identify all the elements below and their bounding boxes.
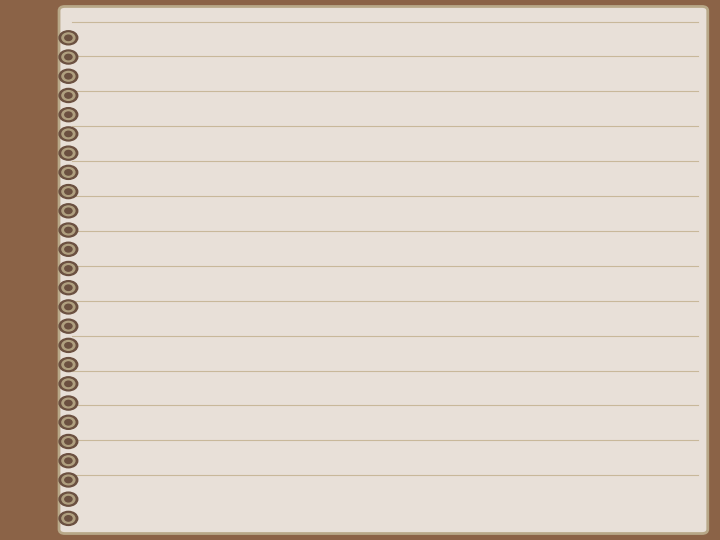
Text: Both: Both bbox=[600, 332, 652, 352]
Bar bbox=[443, 377, 559, 448]
Bar bbox=[559, 448, 695, 518]
Text: Total
Weight
(AMU): Total Weight (AMU) bbox=[472, 231, 530, 291]
Bar bbox=[443, 216, 559, 306]
Text: 8: 8 bbox=[378, 332, 392, 352]
Bar bbox=[212, 216, 328, 306]
Bar bbox=[328, 216, 443, 306]
Text: 120: 120 bbox=[480, 332, 522, 352]
Bar bbox=[559, 377, 695, 448]
Bar bbox=[328, 306, 443, 377]
Bar bbox=[83, 448, 212, 518]
Bar bbox=[559, 216, 695, 306]
Text: Compound,
Molecule, or
both: Compound, Molecule, or both bbox=[576, 231, 678, 291]
Text: (CO₃)₂: (CO₃)₂ bbox=[109, 329, 186, 354]
Text: 2: 2 bbox=[263, 402, 277, 422]
Text: Dissecting Chemical Formulas: Dissecting Chemical Formulas bbox=[96, 46, 682, 84]
Text: Both: Both bbox=[600, 402, 652, 422]
Text: Chemical
Formula: Chemical Formula bbox=[109, 242, 186, 281]
Bar bbox=[83, 216, 212, 306]
Text: Compound: Compound bbox=[566, 473, 687, 493]
Text: 6: 6 bbox=[378, 402, 392, 422]
Bar bbox=[443, 306, 559, 377]
Text: 3(MnO₄)₃: 3(MnO₄)₃ bbox=[91, 471, 204, 495]
Bar bbox=[443, 448, 559, 518]
Text: 2: 2 bbox=[263, 473, 277, 493]
Text: Total #
of Atoms: Total # of Atoms bbox=[348, 242, 423, 281]
Bar bbox=[328, 377, 443, 448]
Bar bbox=[328, 448, 443, 518]
Bar bbox=[212, 306, 328, 377]
Bar bbox=[212, 448, 328, 518]
Text: 36: 36 bbox=[487, 402, 515, 422]
Bar bbox=[83, 377, 212, 448]
Text: 1,071: 1,071 bbox=[469, 473, 533, 493]
Text: 2: 2 bbox=[263, 332, 277, 352]
Text: # of
Different
Atoms: # of Different Atoms bbox=[233, 231, 307, 291]
Bar bbox=[559, 306, 695, 377]
Text: 45: 45 bbox=[372, 473, 400, 493]
Bar bbox=[83, 306, 212, 377]
Text: 2H₂O: 2H₂O bbox=[115, 400, 179, 424]
Bar bbox=[212, 377, 328, 448]
